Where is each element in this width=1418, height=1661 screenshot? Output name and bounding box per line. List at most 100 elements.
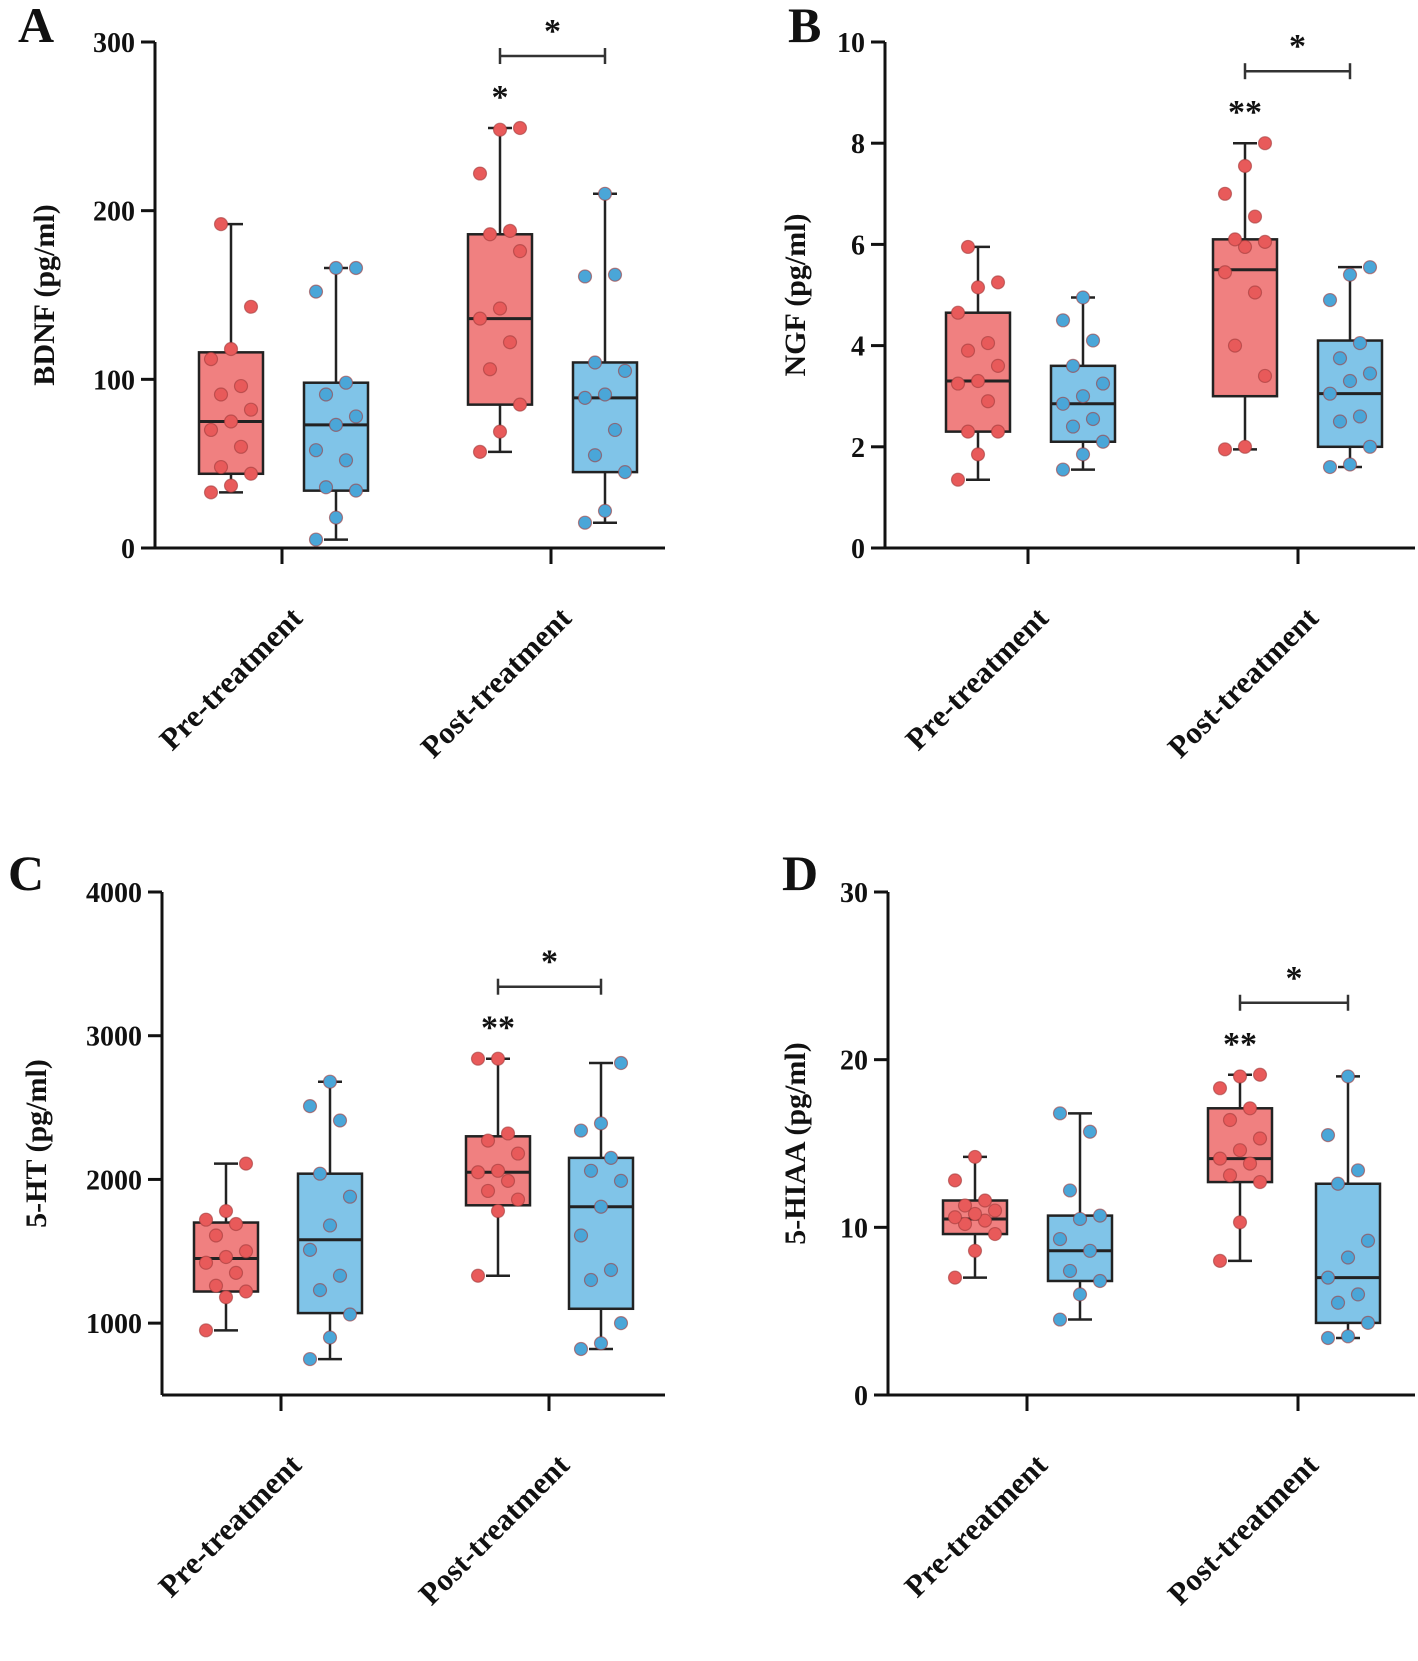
x-tick-label: Pre-treatment [897,1447,1054,1604]
data-point [218,1203,234,1219]
data-point [607,422,623,438]
box-blue-pre [1046,1106,1114,1327]
data-point [302,1242,318,1257]
data-point [1247,209,1263,224]
data-point [328,510,344,525]
data-point [957,1198,973,1213]
data-point [573,1341,589,1357]
data-point [1342,373,1358,389]
data-point [947,1210,963,1225]
data-point [492,122,508,137]
x-tick-label: Pre-treatment [898,600,1055,757]
data-point [223,341,239,357]
data-point [308,284,324,299]
data-point [947,1173,963,1188]
data-point [302,1351,318,1367]
x-tick-label: Post-treatment [1161,600,1326,765]
panel-letter: A [18,0,54,53]
data-point [1237,439,1253,454]
data-point [980,335,996,351]
data-point [1237,239,1253,255]
data-point [500,1173,516,1188]
data-point [203,351,219,367]
data-point [1062,1263,1078,1279]
y-tick-label: 1000 [86,1309,142,1340]
box-red-post [1211,136,1279,457]
data-point [583,1272,599,1288]
data-point [1257,368,1273,384]
data-point [1360,1315,1376,1331]
data-point [342,1189,358,1204]
data-point [1252,1131,1268,1146]
data-point [1052,1231,1068,1247]
data-point [987,1226,1003,1242]
significance-star: * [1289,28,1306,65]
data-point [332,1113,348,1128]
data-point [1350,1287,1366,1302]
data-point [233,378,249,394]
box-red-post [1206,1067,1274,1268]
data-point [512,120,528,136]
data-point [480,1133,496,1148]
data-point [213,459,229,475]
y-tick-label: 0 [121,534,135,565]
data-point [1075,447,1091,462]
data-point [223,414,239,429]
significance-star: * [492,79,509,116]
data-point [472,444,488,459]
data-point [1095,434,1111,449]
y-tick-label: 2 [851,433,865,464]
data-point [593,1199,609,1214]
data-point [1212,1253,1228,1268]
data-point [1227,232,1243,247]
significance-star: * [1286,960,1303,997]
data-point [218,1290,234,1305]
data-point [308,532,324,547]
data-point [960,343,976,358]
data-point [203,485,219,500]
data-point [950,472,966,487]
data-point [1322,459,1338,475]
data-point [1222,1112,1238,1128]
data-point [1360,1233,1376,1248]
data-point [328,417,344,432]
data-point [312,1282,328,1298]
x-tick-label: Pre-treatment [151,1447,308,1604]
data-point [1252,1174,1268,1190]
data-point [1092,1208,1108,1223]
data-point [1242,1101,1258,1116]
box-red-pre [944,239,1012,487]
data-point [238,1156,254,1171]
data-point [1072,1287,1088,1302]
data-point [472,311,488,326]
x-tick-label: Post-treatment [412,1447,577,1612]
data-point [597,387,613,402]
y-tick-label: 200 [93,197,135,228]
data-point [302,1099,318,1114]
chart-panel-b: B 0 2 4 6 8 10 NGF (pg/ml) Pre-treatment Post-tre… [779,0,1415,765]
data-point [1062,1183,1078,1198]
data-point [607,267,623,282]
data-point [228,1216,244,1232]
x-tick-label: Post-treatment [1161,1447,1326,1612]
y-axis-title: 5-HIAA (pg/ml) [779,1042,812,1245]
data-point [1072,1211,1088,1227]
data-point [573,1123,589,1138]
data-point [198,1212,214,1227]
data-point [318,387,334,402]
data-point [587,448,603,463]
y-tick-label: 10 [840,1213,868,1244]
data-point [308,443,324,458]
data-point [1052,1106,1068,1121]
panel-letter: B [788,0,821,53]
data-point [1055,313,1071,328]
data-point [1232,1143,1248,1158]
data-point [208,1278,224,1293]
data-point [1330,1176,1346,1191]
data-point [987,1203,1003,1218]
data-point [1247,285,1263,300]
y-tick-label: 30 [840,878,868,909]
data-point [233,439,249,454]
data-point [1362,366,1378,381]
data-point [348,260,364,276]
